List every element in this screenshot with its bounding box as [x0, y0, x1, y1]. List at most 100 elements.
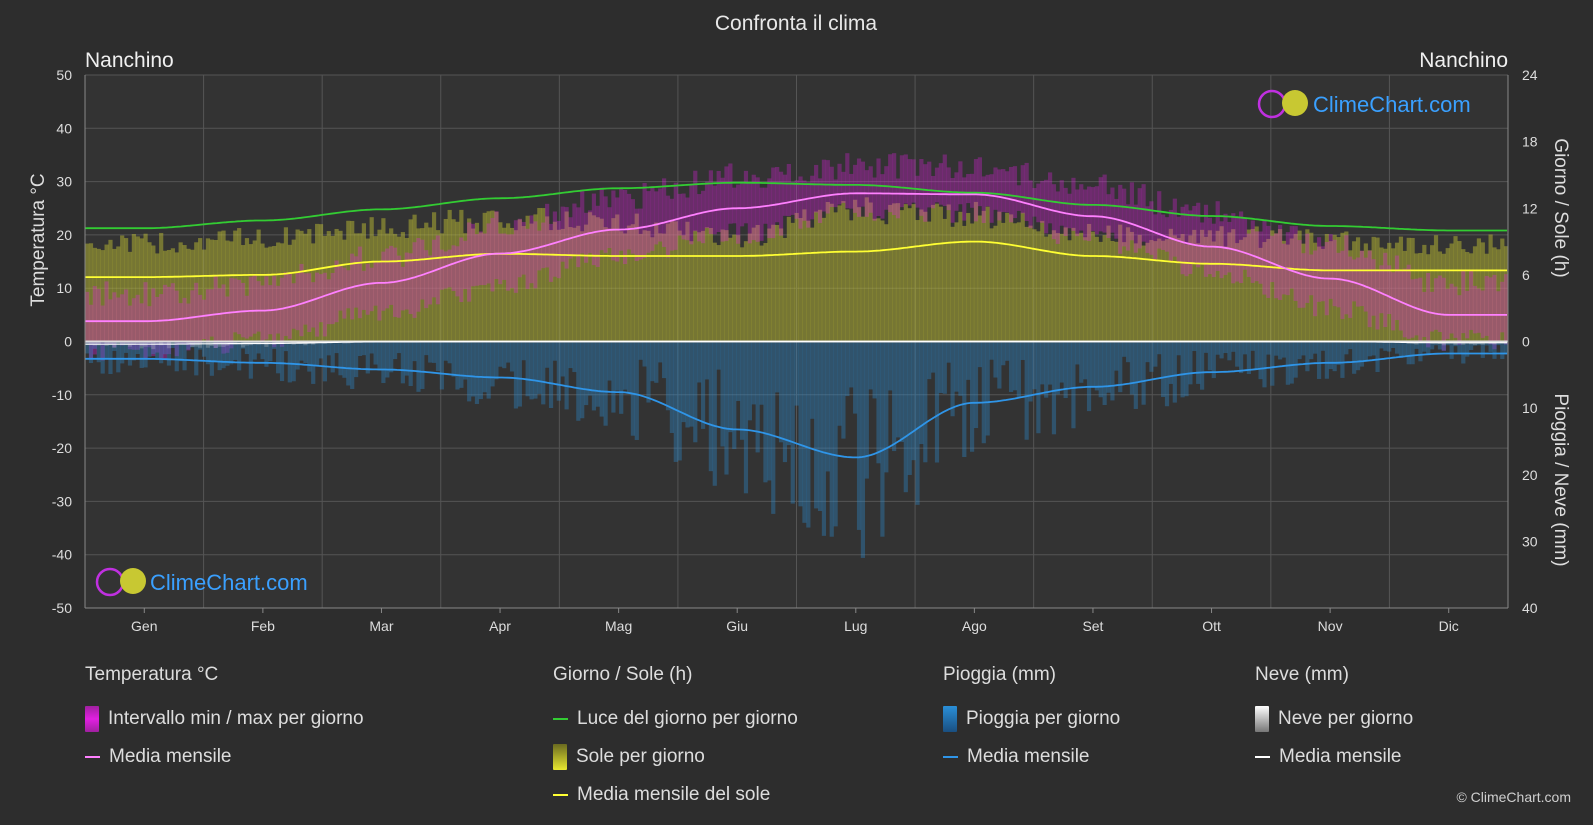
- sunshine-day-bar: [1398, 236, 1404, 342]
- rain-day-bar: [626, 341, 632, 394]
- rain-day-bar: [545, 341, 550, 368]
- sunshine-day-bar: [895, 203, 901, 342]
- temp-range-day-bar: [1453, 286, 1458, 338]
- sunshine-day-bar: [1441, 253, 1446, 342]
- sunshine-day-bar: [630, 224, 636, 342]
- sunshine-day-bar: [997, 211, 1002, 342]
- rain-day-bar: [1118, 341, 1123, 393]
- rain-day-bar: [1371, 341, 1376, 356]
- temp-range-day-bar: [911, 159, 916, 203]
- sunshine-day-bar: [1094, 236, 1099, 342]
- rain-day-bar: [1258, 341, 1263, 380]
- sunshine-day-bar: [950, 226, 955, 342]
- temp-range-day-bar: [658, 188, 663, 242]
- sunshine-day-bar: [1188, 235, 1193, 342]
- sunshine-day-bar: [1344, 231, 1349, 342]
- sunshine-day-bar: [1461, 249, 1466, 342]
- rain-day-bar: [1215, 341, 1220, 355]
- month-label: Set: [1082, 618, 1103, 634]
- temp-tick-label: 50: [56, 67, 72, 83]
- watermark-sun-icon: [1282, 90, 1308, 116]
- temp-range-day-bar: [1355, 257, 1361, 307]
- rain-day-bar: [767, 341, 772, 481]
- rain-day-bar: [1005, 341, 1010, 361]
- temp-range-day-bar: [611, 190, 616, 261]
- sunshine-day-bar: [307, 229, 312, 342]
- sunshine-day-bar: [623, 233, 628, 342]
- rain-day-bar: [455, 341, 460, 390]
- temp-range-day-bar: [661, 178, 667, 247]
- rain-day-bar: [1500, 341, 1505, 360]
- temp-range-day-bar: [1406, 264, 1411, 339]
- rain-day-bar: [354, 341, 359, 378]
- temp-range-day-bar: [307, 273, 312, 332]
- rain-day-bar: [205, 341, 211, 365]
- temp-range-day-bar: [623, 189, 628, 265]
- sunshine-day-bar: [638, 233, 643, 342]
- rain-day-bar: [712, 341, 717, 486]
- rain-day-bar: [498, 341, 503, 367]
- temp-range-day-bar: [272, 276, 277, 348]
- rain-day-bar: [342, 341, 347, 378]
- temp-range-day-bar: [755, 177, 760, 242]
- legend-sun: Giorno / Sole (h) Luce del giorno per gi…: [553, 664, 798, 814]
- legend-label: Media mensile: [109, 746, 232, 767]
- temp-range-day-bar: [186, 303, 191, 351]
- temp-range-day-bar: [1075, 189, 1080, 237]
- sunshine-day-bar: [123, 238, 129, 342]
- temp-range-day-bar: [1328, 234, 1333, 299]
- snow-day-bar: [120, 341, 125, 345]
- sunshine-day-bar: [237, 228, 242, 342]
- temp-range-day-bar: [404, 252, 409, 310]
- temp-range-day-bar: [845, 153, 850, 209]
- sunshine-day-bar: [1457, 241, 1462, 342]
- rain-day-bar: [326, 341, 331, 356]
- legend-temperature: Temperatura °C Intervallo min / max per …: [85, 664, 364, 776]
- temp-range-day-bar: [775, 167, 780, 223]
- month-label: Lug: [844, 618, 867, 634]
- rain-day-bar: [482, 341, 487, 393]
- temp-range-day-bar: [88, 304, 94, 360]
- rain-day-bar: [1168, 341, 1174, 384]
- sunshine-day-bar: [938, 206, 943, 342]
- temp-range-day-bar: [1488, 277, 1493, 345]
- sunshine-day-bar: [654, 222, 659, 342]
- month-label: Feb: [251, 618, 275, 634]
- legend-item: Sole per giorno: [553, 738, 798, 776]
- sunshine-day-bar: [268, 246, 273, 342]
- rain-day-bar: [732, 341, 737, 450]
- sunshine-day-bar: [400, 232, 405, 342]
- sunshine-day-bar: [525, 215, 530, 342]
- sunshine-day-bar: [892, 203, 897, 342]
- temp-range-day-bar: [962, 177, 967, 221]
- rain-day-bar: [1196, 341, 1201, 384]
- temp-range-day-bar: [1285, 232, 1290, 296]
- rain-day-bar: [311, 341, 316, 384]
- legend-snow: Neve (mm) Neve per giorno Media mensile: [1255, 664, 1413, 776]
- rain-day-bar: [108, 341, 113, 375]
- rain-day-bar: [100, 341, 105, 374]
- rain-day-bar: [92, 341, 97, 349]
- sunshine-day-bar: [732, 234, 737, 342]
- temp-range-day-bar: [552, 211, 558, 277]
- sunshine-day-bar: [143, 233, 148, 342]
- sunshine-day-bar: [1414, 253, 1419, 342]
- rain-day-bar: [1122, 341, 1127, 357]
- rain-day-bar: [1083, 341, 1088, 380]
- sunshine-day-bar: [416, 228, 421, 342]
- rain-day-bar: [619, 341, 624, 414]
- rain-day-bar: [966, 341, 971, 380]
- sunshine-day-bar: [1465, 251, 1470, 342]
- rain-day-bar: [1422, 341, 1427, 352]
- temp-range-day-bar: [1426, 272, 1431, 348]
- rain-day-bar: [650, 341, 655, 382]
- sunshine-day-bar: [1453, 236, 1458, 342]
- rain-day-bar: [186, 341, 191, 350]
- legend-title: Giorno / Sole (h): [553, 664, 693, 685]
- rain-day-bar: [1067, 341, 1072, 388]
- sunshine-day-bar: [338, 230, 343, 342]
- sunshine-day-bar: [299, 230, 304, 342]
- rain-day-bar: [291, 341, 296, 382]
- legend-item: Pioggia per giorno: [943, 700, 1120, 738]
